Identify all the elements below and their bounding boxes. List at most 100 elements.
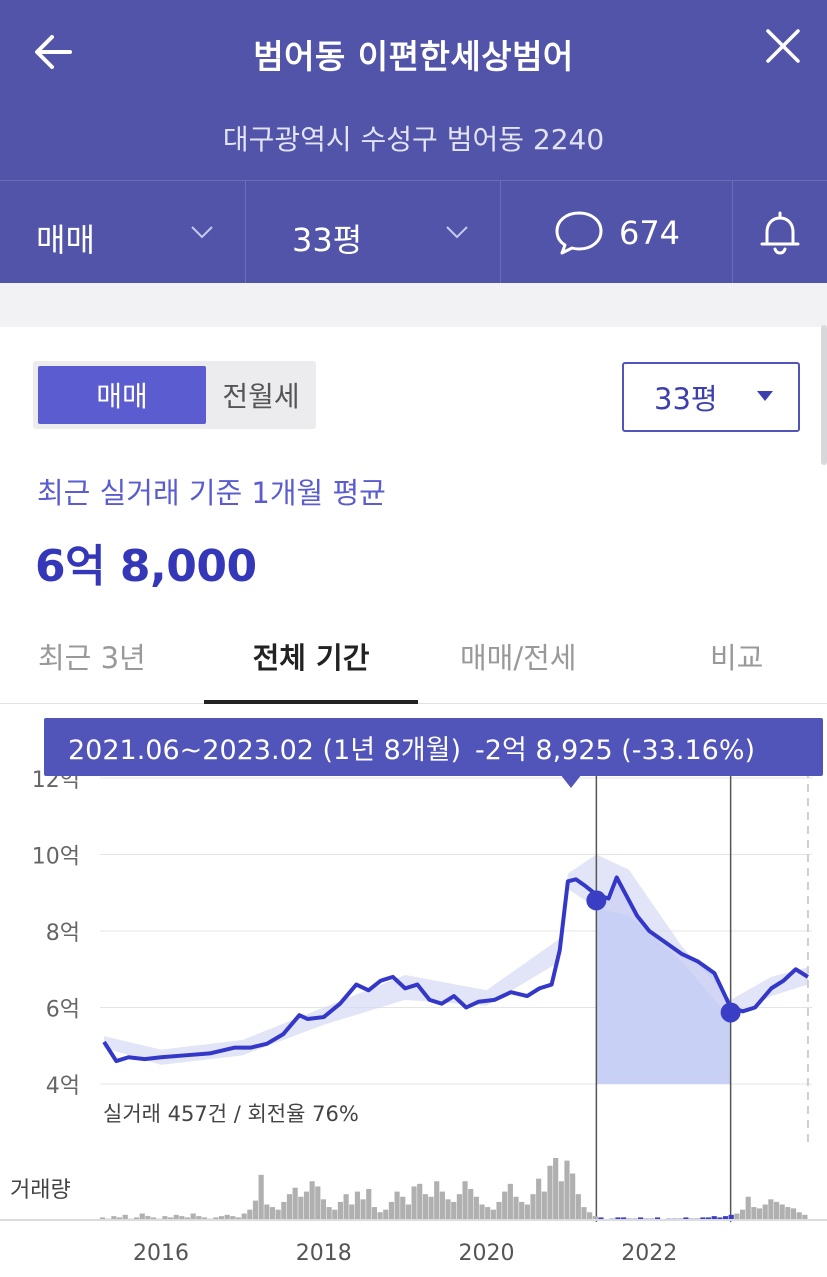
volume-bar (139, 1213, 145, 1220)
tab-compare[interactable]: 비교 (710, 641, 764, 675)
close-button[interactable] (763, 26, 803, 66)
scrollbar[interactable] (821, 325, 827, 465)
volume-bar (570, 1173, 576, 1220)
tab-sale-vs-jeonse[interactable]: 매매/전세 (460, 641, 577, 675)
area-select[interactable]: 33평 (622, 362, 800, 432)
volume-bar (581, 1207, 587, 1220)
volume-bar (530, 1194, 536, 1220)
back-button[interactable] (30, 28, 78, 76)
volume-bar (462, 1181, 468, 1220)
volume-bar (451, 1201, 457, 1220)
volume-bar (354, 1191, 361, 1220)
chevron-down-icon (191, 226, 213, 239)
volume-bar (434, 1181, 440, 1220)
volume-bar (252, 1200, 259, 1220)
volume-bar (496, 1201, 502, 1220)
volume-bar (722, 1216, 729, 1220)
volume-bar (762, 1204, 768, 1220)
volume-bar (734, 1213, 740, 1220)
volume-bar (790, 1208, 797, 1220)
range-change: -2억 8,925 (-33.16%) (475, 734, 756, 766)
chevron-down-icon (446, 226, 468, 239)
volume-bar (264, 1204, 270, 1220)
volume-bar (337, 1201, 344, 1220)
volume-bar (445, 1199, 451, 1220)
volume-bar (473, 1196, 479, 1220)
volume-bar (655, 1217, 661, 1220)
volume-bar (269, 1207, 276, 1220)
volume-bar (779, 1204, 785, 1220)
speech-bubble-icon (555, 211, 603, 254)
volume-bar (456, 1194, 462, 1220)
y-tick-label: 6억 (46, 998, 80, 1023)
volume-bar (275, 1209, 281, 1220)
volume-bar (615, 1217, 621, 1220)
segment-sale[interactable]: 매매 (38, 366, 206, 424)
volume-bar (490, 1209, 496, 1220)
range-start-marker (586, 890, 607, 911)
price-line (102, 875, 809, 1064)
volume-bar (485, 1207, 491, 1220)
volume-bar (179, 1216, 185, 1220)
volume-bar (383, 1209, 389, 1220)
volume-bar (638, 1217, 644, 1220)
range-period: 2021.06~2023.02 (1년 8개월) (68, 734, 462, 766)
segment-rent[interactable]: 전월세 (222, 380, 300, 413)
caret-down-icon (757, 391, 773, 401)
volume-bar (150, 1217, 157, 1220)
volume-bar (292, 1187, 298, 1220)
volume-bar (802, 1214, 808, 1220)
volume-bar (745, 1196, 751, 1220)
volume-bar (230, 1216, 236, 1220)
app-header: 범어동 이편한세상범어 대구광역시 수성구 범어동 2240 매매 33평 67… (0, 0, 827, 284)
volume-bar (100, 1217, 106, 1220)
volume-bar (728, 1214, 734, 1220)
volume-bar (405, 1204, 411, 1220)
volume-bar (541, 1191, 547, 1220)
x-tick-label: 2018 (296, 1241, 352, 1266)
volume-bar (700, 1217, 706, 1220)
volume-bar (751, 1207, 757, 1220)
x-tick-label: 2022 (621, 1241, 677, 1266)
deal-type-label: 매매 (36, 221, 95, 259)
volume-bar (309, 1181, 315, 1220)
volume-bar (683, 1217, 689, 1220)
area-dropdown[interactable]: 33평 (246, 181, 501, 284)
tab-recent-3y[interactable]: 최근 3년 (38, 641, 146, 675)
volume-bar (388, 1201, 394, 1220)
deal-type-dropdown[interactable]: 매매 (0, 181, 246, 284)
header-top: 범어동 이편한세상범어 (0, 0, 827, 100)
volume-bar (111, 1216, 117, 1220)
volume-bar (553, 1158, 559, 1220)
volume-bar (167, 1217, 174, 1220)
volume-bar (162, 1216, 168, 1220)
comments-content: 674 (553, 210, 680, 256)
volume-bar (343, 1194, 349, 1220)
volume-bar (145, 1216, 151, 1220)
volume-bar (547, 1165, 553, 1220)
x-tick-label: 2020 (459, 1241, 515, 1266)
tab-all-period[interactable]: 전체 기간 (252, 641, 370, 675)
volume-bar (768, 1199, 774, 1220)
address-text: 대구광역시 수성구 범어동 2240 (222, 123, 605, 156)
volume-bar (371, 1207, 378, 1220)
area-select-value: 33평 (654, 382, 718, 416)
volume-bar (575, 1194, 581, 1220)
volume-bar (785, 1207, 791, 1220)
volume-bar (116, 1217, 123, 1220)
volume-bar (213, 1217, 219, 1220)
volume-bar (258, 1174, 264, 1220)
volume-bar (513, 1196, 519, 1220)
volume-bar (739, 1209, 746, 1220)
y-tick-label: 4억 (46, 1074, 80, 1099)
volume-bar (281, 1201, 287, 1220)
notification-button[interactable] (733, 181, 827, 284)
volume-bar (621, 1217, 627, 1220)
deal-segment-control: 매매 전월세 (33, 361, 316, 429)
stats-label: 실거래 457건 / 회전율 76% (103, 1102, 359, 1126)
volume-bar (711, 1216, 717, 1220)
volume-bar (598, 1217, 604, 1220)
comments-button[interactable]: 674 (501, 181, 733, 284)
volume-bar (241, 1213, 247, 1220)
